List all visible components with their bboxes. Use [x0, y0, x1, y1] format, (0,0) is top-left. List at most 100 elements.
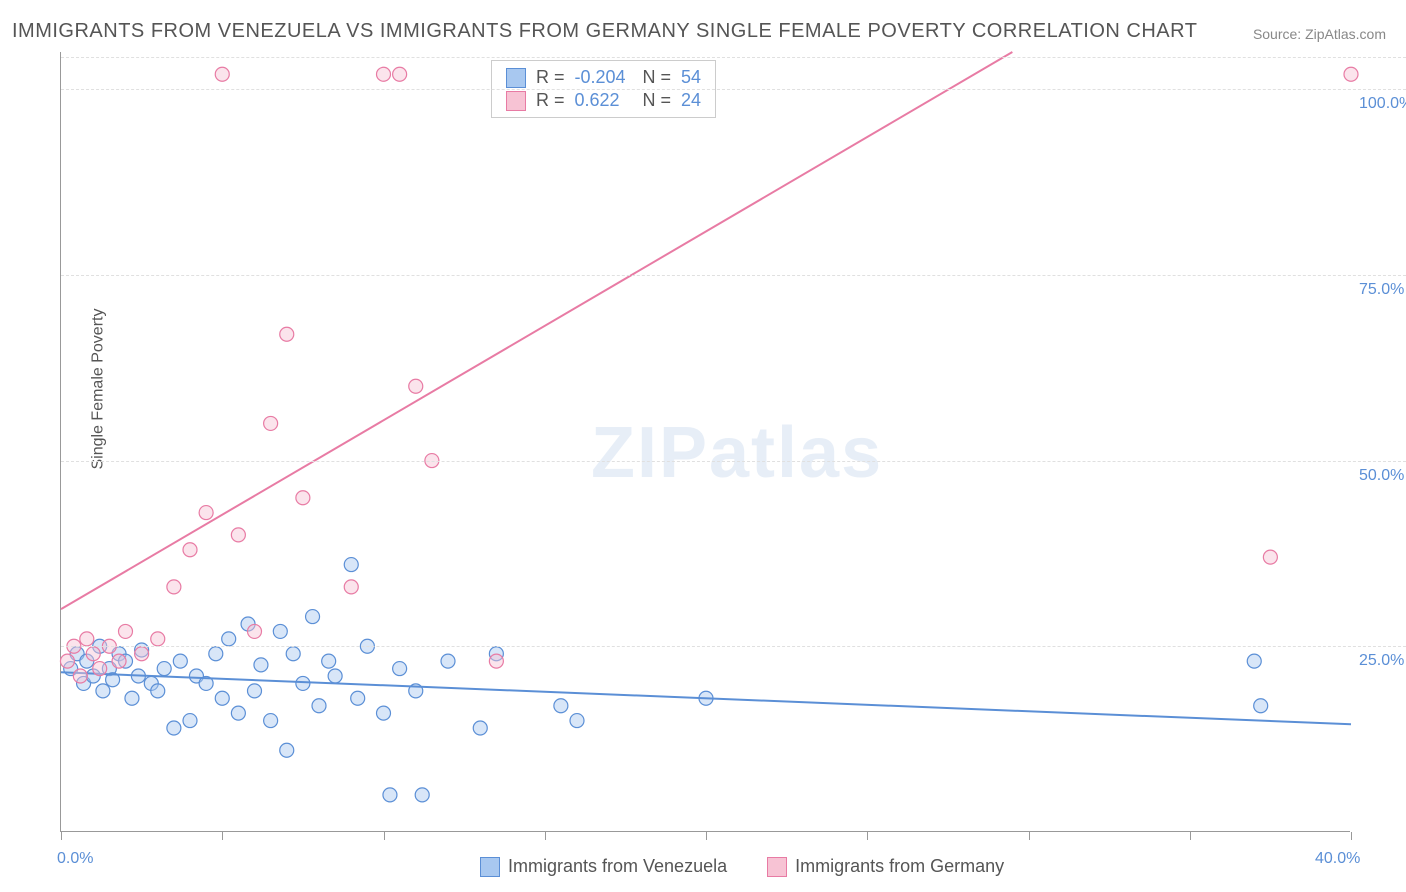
n-label-2: N = — [643, 90, 672, 111]
data-point — [1344, 67, 1358, 81]
data-point — [377, 67, 391, 81]
data-point — [231, 528, 245, 542]
data-point — [183, 714, 197, 728]
data-point — [344, 580, 358, 594]
data-point — [222, 632, 236, 646]
x-tick-label: 40.0% — [1315, 850, 1360, 868]
legend-item-series2: Immigrants from Germany — [767, 856, 1004, 877]
x-tick-mark — [706, 832, 707, 840]
data-point — [167, 580, 181, 594]
data-point — [273, 624, 287, 638]
data-point — [96, 684, 110, 698]
y-tick-label: 25.0% — [1359, 652, 1404, 670]
data-point — [286, 647, 300, 661]
data-point — [312, 699, 326, 713]
legend-label-1: Immigrants from Venezuela — [508, 856, 727, 877]
data-point — [264, 714, 278, 728]
legend-bottom: Immigrants from Venezuela Immigrants fro… — [480, 856, 1004, 877]
swatch-series2-icon — [506, 91, 526, 111]
data-point — [1263, 550, 1277, 564]
data-point — [167, 721, 181, 735]
data-point — [473, 721, 487, 735]
data-point — [215, 691, 229, 705]
chart-container: IMMIGRANTS FROM VENEZUELA VS IMMIGRANTS … — [0, 0, 1406, 892]
gridline-h — [61, 461, 1406, 462]
legend-item-series1: Immigrants from Venezuela — [480, 856, 727, 877]
data-point — [125, 691, 139, 705]
legend-label-2: Immigrants from Germany — [795, 856, 1004, 877]
data-point — [199, 506, 213, 520]
swatch-series1-icon — [506, 68, 526, 88]
data-point — [60, 654, 74, 668]
data-point — [441, 654, 455, 668]
data-point — [280, 327, 294, 341]
data-point — [377, 706, 391, 720]
data-point — [570, 714, 584, 728]
scatter-svg — [61, 52, 1350, 831]
x-tick-mark — [384, 832, 385, 840]
data-point — [328, 669, 342, 683]
data-point — [173, 654, 187, 668]
data-point — [248, 624, 262, 638]
data-point — [231, 706, 245, 720]
x-tick-mark — [1351, 832, 1352, 840]
legend-swatch1-icon — [480, 857, 500, 877]
y-tick-label: 100.0% — [1359, 95, 1406, 113]
data-point — [93, 662, 107, 676]
data-point — [415, 788, 429, 802]
y-tick-label: 75.0% — [1359, 281, 1404, 299]
legend-swatch2-icon — [767, 857, 787, 877]
data-point — [306, 610, 320, 624]
stats-row-series2: R = 0.622 N = 24 — [506, 90, 701, 111]
data-point — [351, 691, 365, 705]
data-point — [112, 654, 126, 668]
data-point — [215, 67, 229, 81]
data-point — [344, 558, 358, 572]
x-tick-mark — [1029, 832, 1030, 840]
r-value-2: 0.622 — [575, 90, 633, 111]
data-point — [135, 647, 149, 661]
data-point — [73, 669, 87, 683]
plot-area: ZIPatlas R = -0.204 N = 54 R = 0.622 N =… — [60, 52, 1350, 832]
n-label-1: N = — [643, 67, 672, 88]
data-point — [409, 379, 423, 393]
data-point — [1254, 699, 1268, 713]
stats-row-series1: R = -0.204 N = 54 — [506, 67, 701, 88]
data-point — [86, 647, 100, 661]
data-point — [119, 624, 133, 638]
n-value-2: 24 — [681, 90, 701, 111]
n-value-1: 54 — [681, 67, 701, 88]
data-point — [80, 632, 94, 646]
trend-line — [61, 52, 1012, 609]
x-tick-label: 0.0% — [57, 850, 93, 868]
y-tick-label: 50.0% — [1359, 467, 1404, 485]
data-point — [383, 788, 397, 802]
data-point — [264, 416, 278, 430]
source-attribution: Source: ZipAtlas.com — [1253, 26, 1386, 42]
data-point — [393, 67, 407, 81]
data-point — [183, 543, 197, 557]
data-point — [1247, 654, 1261, 668]
data-point — [248, 684, 262, 698]
data-point — [554, 699, 568, 713]
gridline-h — [61, 275, 1406, 276]
x-tick-mark — [61, 832, 62, 840]
x-tick-mark — [1190, 832, 1191, 840]
data-point — [254, 658, 268, 672]
r-label-1: R = — [536, 67, 565, 88]
chart-title: IMMIGRANTS FROM VENEZUELA VS IMMIGRANTS … — [12, 20, 1197, 43]
data-point — [280, 743, 294, 757]
x-tick-mark — [867, 832, 868, 840]
data-point — [296, 676, 310, 690]
data-point — [157, 662, 171, 676]
gridline-h — [61, 646, 1406, 647]
r-value-1: -0.204 — [575, 67, 633, 88]
data-point — [322, 654, 336, 668]
data-point — [151, 632, 165, 646]
x-tick-mark — [222, 832, 223, 840]
x-tick-mark — [545, 832, 546, 840]
data-point — [151, 684, 165, 698]
data-point — [489, 654, 503, 668]
data-point — [209, 647, 223, 661]
data-point — [393, 662, 407, 676]
